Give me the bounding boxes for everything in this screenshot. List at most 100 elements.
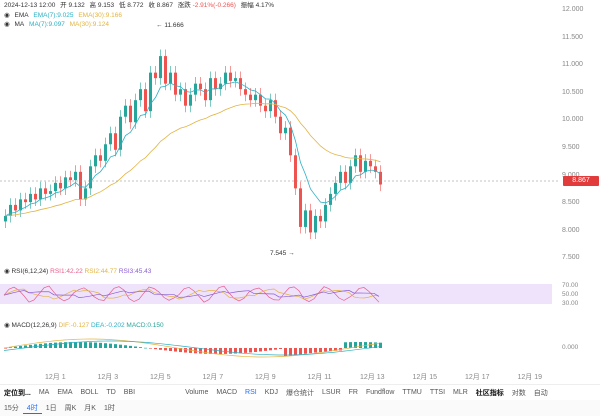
macd-bar — [239, 348, 242, 354]
rsi-axis: 70.00 50.00 30.00 — [562, 281, 578, 308]
indicator-fr[interactable]: FR — [348, 389, 358, 396]
open-value: 9.132 — [68, 2, 85, 9]
interval-1d[interactable]: 1日 — [45, 405, 57, 412]
candle — [19, 199, 22, 211]
indicator-ttsi[interactable]: TTSI — [429, 389, 446, 396]
log-scale-toggle[interactable]: 对数 — [511, 389, 526, 397]
ema-legend[interactable]: ◉ EMA EMA(7):9.025 EMA(30):9.166 — [4, 12, 125, 20]
candle — [244, 89, 247, 95]
macd-bar — [259, 348, 262, 352]
candle — [224, 72, 227, 84]
eye-icon[interactable]: ◉ — [4, 21, 10, 28]
candle — [159, 56, 162, 79]
candle — [349, 166, 352, 183]
macd-bar — [314, 348, 317, 353]
indicator-liquidation[interactable]: 爆仓统计 — [285, 389, 314, 397]
ohlc-header: 2024-12-13 12:00 开 9.132 高 9.153 低 8.772… — [4, 2, 274, 10]
macd-bar — [179, 348, 182, 353]
candle — [119, 116, 122, 150]
price-tick: 7.500 — [562, 254, 580, 262]
eye-icon[interactable]: ◉ — [4, 322, 10, 329]
indicator-mlr[interactable]: MLR — [453, 389, 468, 396]
indicator-macd[interactable]: MACD — [216, 389, 238, 396]
indicator-kdj[interactable]: KDJ — [264, 389, 278, 396]
rsi-legend[interactable]: ◉ RSI(6,12,24) RSI1:42.22 RSI2:44.77 RSI… — [4, 268, 151, 276]
macd-bar — [134, 346, 137, 348]
candle — [154, 72, 157, 79]
indicator-volume[interactable]: Volume — [185, 389, 209, 396]
macd-bar — [329, 348, 332, 352]
rsi-band — [0, 284, 552, 304]
candle — [344, 171, 347, 183]
candle — [189, 94, 192, 106]
candle — [89, 166, 92, 189]
macd-bar — [269, 348, 272, 351]
current-price-badge: 8.867 — [563, 176, 599, 186]
candle — [214, 78, 217, 90]
auto-scale-toggle[interactable]: 自动 — [533, 389, 548, 397]
macd-bar — [374, 342, 377, 348]
date-tick: 12月 11 — [307, 374, 332, 381]
macd-bar — [349, 342, 352, 348]
eye-icon[interactable]: ◉ — [4, 12, 10, 19]
indicator-ma[interactable]: MA — [38, 389, 50, 396]
rsi-tick: 70.00 — [562, 282, 579, 289]
candle — [134, 100, 137, 123]
rsi3-line — [3, 290, 380, 299]
candle — [314, 215, 317, 233]
candle — [59, 182, 62, 189]
dea-line — [3, 340, 380, 356]
macd-bar — [334, 348, 337, 351]
community-indicator-button[interactable]: 社区指标 — [475, 389, 504, 397]
locate-button[interactable]: 定位到... — [4, 389, 31, 397]
macd-bar — [184, 348, 187, 353]
date-tick: 12月 5 — [150, 374, 171, 381]
indicator-ema[interactable]: EMA — [57, 389, 73, 396]
macd-bar — [99, 342, 102, 348]
ma-legend[interactable]: ◉ MA MA(7):9.097 MA(30):9.124 — [4, 21, 112, 29]
date-tick: 12月 7 — [202, 374, 224, 381]
eye-icon[interactable]: ◉ — [4, 268, 10, 275]
macd-bar — [289, 348, 292, 356]
macd-bar — [149, 348, 152, 349]
indicator-fundflow[interactable]: Fundflow — [365, 389, 395, 396]
interval-month[interactable]: 月K — [84, 405, 96, 412]
indicator-toolbar: 定位到... MA EMA BOLL TD BBI Volume MACD RS… — [0, 384, 600, 400]
candlestick-chart[interactable] — [0, 0, 600, 384]
date-tick: 12月 1 — [45, 374, 66, 381]
macd-legend[interactable]: ◉ MACD(12,26,9) DIF:-0.127 DEA:-0.202 MA… — [4, 322, 164, 330]
indicator-lsur[interactable]: LSUR — [321, 389, 341, 396]
indicator-td[interactable]: TD — [106, 389, 116, 396]
interval-4h[interactable]: 4时 — [22, 403, 42, 414]
interval-week[interactable]: 周K — [64, 405, 77, 412]
high-value: 9.153 — [97, 2, 115, 9]
candle — [139, 89, 142, 101]
candle — [169, 72, 172, 84]
price-tick: 10.500 — [562, 88, 584, 96]
high-label: 高 — [89, 2, 97, 9]
macd-bar — [229, 348, 232, 354]
interval-1h[interactable]: 1时 — [103, 405, 115, 412]
indicator-rsi[interactable]: RSI — [245, 389, 257, 396]
macd-bar — [4, 348, 7, 349]
interval-15m[interactable]: 15分 — [4, 405, 19, 412]
indicator-ttmu[interactable]: TTMU — [402, 389, 422, 396]
macd-bar — [209, 348, 212, 354]
macd-bar — [234, 348, 237, 354]
macd-bar — [254, 348, 257, 352]
price-tick: 9.000 — [562, 172, 580, 179]
macd-bar — [344, 342, 347, 348]
rsi2-line — [3, 288, 380, 300]
candle — [379, 171, 382, 185]
candle — [374, 166, 377, 172]
macd-bar — [84, 342, 87, 348]
date-tick: 12月 17 — [465, 374, 490, 381]
macd-bar — [9, 347, 12, 348]
candle — [319, 215, 322, 222]
macd-bar — [204, 348, 207, 354]
indicator-bbi[interactable]: BBI — [123, 389, 136, 396]
macd-bar — [199, 348, 202, 354]
macd-bar — [279, 348, 282, 350]
indicator-boll[interactable]: BOLL — [80, 389, 99, 396]
candle — [294, 155, 297, 189]
